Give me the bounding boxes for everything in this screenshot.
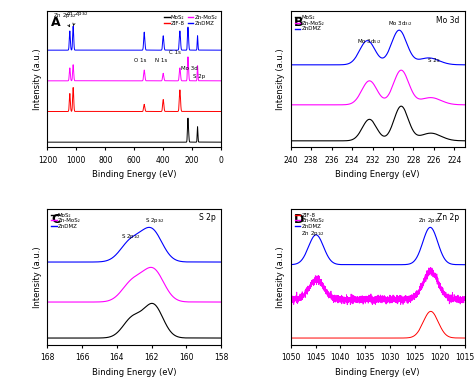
X-axis label: Binding Energy (eV): Binding Energy (eV) (92, 170, 176, 179)
Text: Zn 2p$_{1/2}$: Zn 2p$_{1/2}$ (53, 11, 77, 27)
Text: Zn 2p$_{1/2}$: Zn 2p$_{1/2}$ (301, 230, 325, 238)
Text: O 1s: O 1s (134, 58, 146, 63)
Legend: ZIF-8, Zn-MoS₂, ZnDMZ: ZIF-8, Zn-MoS₂, ZnDMZ (293, 211, 325, 230)
Text: Zn 2p: Zn 2p (437, 213, 459, 222)
Text: Mo 3d: Mo 3d (436, 16, 459, 25)
Text: Zn 2p$_{3/2}$: Zn 2p$_{3/2}$ (64, 10, 88, 25)
Text: Zn 2p$_{3/2}$: Zn 2p$_{3/2}$ (418, 217, 442, 225)
Text: N 1s: N 1s (155, 58, 167, 63)
X-axis label: Binding Energy (eV): Binding Energy (eV) (336, 368, 420, 376)
Text: A: A (51, 16, 61, 29)
Text: Mo 3d$_{5/2}$: Mo 3d$_{5/2}$ (357, 38, 382, 46)
Text: Mo 3d: Mo 3d (181, 66, 198, 71)
Legend: MoS₂, ZIF-8, Zn-MoS₂, ZnDMZ: MoS₂, ZIF-8, Zn-MoS₂, ZnDMZ (163, 14, 219, 27)
Text: S 2p: S 2p (192, 74, 205, 79)
Y-axis label: Intensity (a.u.): Intensity (a.u.) (33, 246, 42, 308)
Text: S 2p: S 2p (199, 213, 216, 222)
Text: S 2s: S 2s (428, 58, 440, 63)
Text: B: B (294, 16, 304, 29)
Text: S 2p$_{3/2}$: S 2p$_{3/2}$ (145, 217, 165, 225)
Y-axis label: Intensity (a.u.): Intensity (a.u.) (33, 49, 42, 110)
X-axis label: Binding Energy (eV): Binding Energy (eV) (336, 170, 420, 179)
Text: C 1s: C 1s (169, 50, 181, 55)
Y-axis label: Intensity (a.u.): Intensity (a.u.) (276, 246, 285, 308)
Text: C: C (51, 213, 60, 226)
Text: D: D (294, 213, 304, 226)
X-axis label: Binding Energy (eV): Binding Energy (eV) (92, 368, 176, 376)
Text: S 2p$_{1/2}$: S 2p$_{1/2}$ (121, 232, 141, 241)
Text: Mo 3d$_{3/2}$: Mo 3d$_{3/2}$ (388, 20, 412, 28)
Legend: MoS₂, Zn-MoS₂, ZnDMZ: MoS₂, Zn-MoS₂, ZnDMZ (50, 211, 82, 230)
Y-axis label: Intensity (a.u.): Intensity (a.u.) (276, 49, 285, 110)
Legend: MoS₂, Zn-MoS₂, ZnDMZ: MoS₂, Zn-MoS₂, ZnDMZ (293, 14, 325, 33)
